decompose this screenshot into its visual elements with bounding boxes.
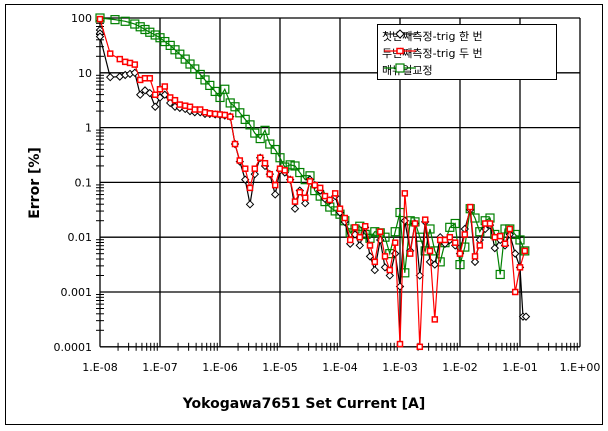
- data-series: [95, 13, 531, 351]
- legend-item-second-measurement: 두번째측정-trig 두 번: [382, 45, 483, 61]
- gridlines: [99, 17, 581, 348]
- x-tick-label: 1.E-05: [262, 361, 297, 374]
- square-marker-icon: [384, 47, 416, 55]
- y-axis-label: Error [%]: [27, 147, 43, 219]
- x-tick-label: 1.E-04: [322, 361, 357, 374]
- legend-item-manual-calibration: 매뉴얼교정: [382, 62, 433, 78]
- legend-label: 매뉴얼교정: [382, 64, 433, 77]
- diamond-marker-icon: [384, 29, 416, 39]
- y-tick-label: 100: [71, 12, 92, 25]
- x-tick-label: 1.E-02: [442, 361, 477, 374]
- series-1: [96, 15, 529, 351]
- x-axis-label: Yokogawa7651 Set Current [A]: [182, 396, 426, 412]
- y-tick-labels: 100 10 1 0.1 0.01 0.001 0.0001: [54, 12, 93, 354]
- axis-ticks: [96, 20, 578, 351]
- y-tick-label: 0.0001: [54, 341, 93, 354]
- legend-label: 두번째측정-trig 두 번: [382, 47, 483, 60]
- y-tick-label: 0.01: [68, 231, 93, 244]
- square-marker-icon: [384, 63, 416, 73]
- x-tick-labels: 1.E-08 1.E-07 1.E-06 1.E-05 1.E-04 1.E-03 1.E-…: [82, 361, 600, 374]
- x-tick-label: 1.E-03: [382, 361, 417, 374]
- y-tick-label: 0.1: [75, 176, 93, 189]
- legend-item-first-measurement: 첫번째측정-trig 한 번: [382, 28, 483, 44]
- y-tick-label: 0.001: [61, 286, 93, 299]
- x-tick-label: 1.E-08: [82, 361, 117, 374]
- y-tick-label: 1: [85, 122, 92, 135]
- x-tick-label: 1.E-01: [502, 361, 537, 374]
- x-tick-label: 1.E-06: [202, 361, 237, 374]
- x-tick-label: 1.E-07: [142, 361, 177, 374]
- legend-label: 첫번째측정-trig 한 번: [382, 30, 483, 43]
- legend: 첫번째측정-trig 한 번 두번째측정-trig 두 번 매뉴얼교정: [377, 24, 557, 80]
- y-tick-label: 10: [78, 67, 92, 80]
- x-tick-label: 1.E+00: [560, 361, 601, 374]
